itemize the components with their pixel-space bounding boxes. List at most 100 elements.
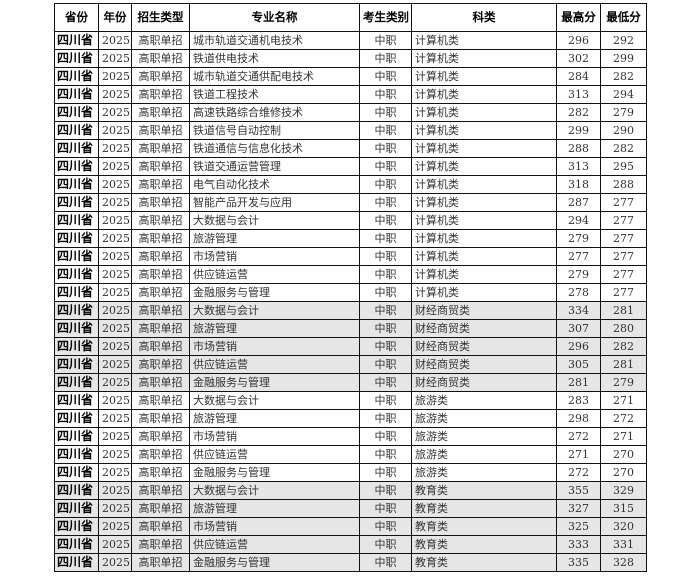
table-row: 四川省 2025 高职单招 供应链运营 中职 旅游类 271 270: [54, 445, 647, 464]
cell-year: 2025: [98, 175, 132, 194]
cell-student-type: 中职: [359, 121, 412, 140]
cell-student-type: 中职: [359, 175, 412, 194]
cell-student-type: 中职: [359, 517, 412, 536]
cell-max-score: 279: [556, 229, 601, 248]
cell-subject-category: 教育类: [411, 499, 557, 518]
header-enroll-type: 招生类型: [131, 3, 190, 32]
cell-student-type: 中职: [359, 193, 412, 212]
cell-max-score: 272: [556, 463, 601, 482]
cell-student-type: 中职: [359, 283, 412, 302]
table-row: 四川省 2025 高职单招 旅游管理 中职 教育类 327 315: [54, 499, 647, 518]
cell-province: 四川省: [54, 373, 99, 392]
cell-max-score: 296: [556, 337, 601, 356]
cell-subject-category: 旅游类: [411, 427, 557, 446]
cell-enroll-type: 高职单招: [131, 553, 190, 572]
cell-subject-category: 旅游类: [411, 463, 557, 482]
cell-max-score: 307: [556, 319, 601, 338]
cell-subject-category: 计算机类: [411, 211, 557, 230]
cell-enroll-type: 高职单招: [131, 211, 190, 230]
cell-year: 2025: [98, 229, 132, 248]
cell-major: 市场营销: [189, 517, 360, 536]
cell-year: 2025: [98, 247, 132, 266]
table-row: 四川省 2025 高职单招 大数据与会计 中职 财经商贸类 334 281: [54, 301, 647, 320]
cell-subject-category: 计算机类: [411, 121, 557, 140]
cell-min-score: 282: [600, 139, 647, 158]
cell-province: 四川省: [54, 319, 99, 338]
cell-year: 2025: [98, 391, 132, 410]
cell-province: 四川省: [54, 157, 99, 176]
cell-major: 铁道通信与信息化技术: [189, 139, 360, 158]
cell-subject-category: 计算机类: [411, 229, 557, 248]
cell-enroll-type: 高职单招: [131, 445, 190, 464]
cell-province: 四川省: [54, 247, 99, 266]
cell-province: 四川省: [54, 355, 99, 374]
cell-major: 铁道供电技术: [189, 49, 360, 68]
cell-min-score: 329: [600, 481, 647, 500]
cell-min-score: 299: [600, 49, 647, 68]
table-row: 四川省 2025 高职单招 旅游管理 中职 计算机类 279 277: [54, 229, 647, 248]
cell-major: 铁道信号自动控制: [189, 121, 360, 140]
cell-min-score: 315: [600, 499, 647, 518]
cell-province: 四川省: [54, 517, 99, 536]
table-row: 四川省 2025 高职单招 高速铁路综合维修技术 中职 计算机类 282 279: [54, 103, 647, 122]
cell-max-score: 283: [556, 391, 601, 410]
cell-major: 大数据与会计: [189, 301, 360, 320]
table-row: 四川省 2025 高职单招 大数据与会计 中职 计算机类 294 277: [54, 211, 647, 230]
cell-year: 2025: [98, 103, 132, 122]
cell-min-score: 279: [600, 103, 647, 122]
cell-enroll-type: 高职单招: [131, 481, 190, 500]
cell-max-score: 335: [556, 553, 601, 572]
cell-max-score: 305: [556, 355, 601, 374]
cell-province: 四川省: [54, 409, 99, 428]
cell-enroll-type: 高职单招: [131, 337, 190, 356]
cell-max-score: 278: [556, 283, 601, 302]
cell-province: 四川省: [54, 463, 99, 482]
cell-province: 四川省: [54, 535, 99, 554]
cell-min-score: 320: [600, 517, 647, 536]
cell-enroll-type: 高职单招: [131, 463, 190, 482]
cell-max-score: 277: [556, 247, 601, 266]
cell-major: 城市轨道交通供配电技术: [189, 67, 360, 86]
cell-min-score: 328: [600, 553, 647, 572]
cell-max-score: 313: [556, 157, 601, 176]
cell-max-score: 325: [556, 517, 601, 536]
cell-subject-category: 计算机类: [411, 67, 557, 86]
cell-enroll-type: 高职单招: [131, 283, 190, 302]
cell-province: 四川省: [54, 139, 99, 158]
cell-province: 四川省: [54, 265, 99, 284]
cell-subject-category: 旅游类: [411, 409, 557, 428]
header-year: 年份: [98, 3, 132, 32]
cell-enroll-type: 高职单招: [131, 49, 190, 68]
cell-year: 2025: [98, 67, 132, 86]
cell-max-score: 318: [556, 175, 601, 194]
cell-year: 2025: [98, 499, 132, 518]
cell-subject-category: 财经商贸类: [411, 301, 557, 320]
cell-min-score: 271: [600, 427, 647, 446]
cell-max-score: 282: [556, 103, 601, 122]
cell-major: 旅游管理: [189, 499, 360, 518]
cell-min-score: 292: [600, 31, 647, 50]
cell-major: 旅游管理: [189, 319, 360, 338]
cell-min-score: 270: [600, 445, 647, 464]
table-row: 四川省 2025 高职单招 铁道供电技术 中职 计算机类 302 299: [54, 49, 647, 68]
table-row: 四川省 2025 高职单招 市场营销 中职 教育类 325 320: [54, 517, 647, 536]
cell-year: 2025: [98, 445, 132, 464]
header-major: 专业名称: [189, 3, 360, 32]
header-max-score: 最高分: [556, 3, 601, 32]
cell-subject-category: 计算机类: [411, 175, 557, 194]
table-row: 四川省 2025 高职单招 电气自动化技术 中职 计算机类 318 288: [54, 175, 647, 194]
cell-subject-category: 财经商贸类: [411, 373, 557, 392]
cell-province: 四川省: [54, 193, 99, 212]
cell-student-type: 中职: [359, 535, 412, 554]
cell-subject-category: 计算机类: [411, 283, 557, 302]
cell-min-score: 277: [600, 229, 647, 248]
cell-year: 2025: [98, 193, 132, 212]
cell-enroll-type: 高职单招: [131, 355, 190, 374]
cell-year: 2025: [98, 139, 132, 158]
cell-min-score: 270: [600, 463, 647, 482]
cell-min-score: 279: [600, 373, 647, 392]
cell-max-score: 334: [556, 301, 601, 320]
cell-province: 四川省: [54, 337, 99, 356]
cell-province: 四川省: [54, 211, 99, 230]
cell-enroll-type: 高职单招: [131, 499, 190, 518]
